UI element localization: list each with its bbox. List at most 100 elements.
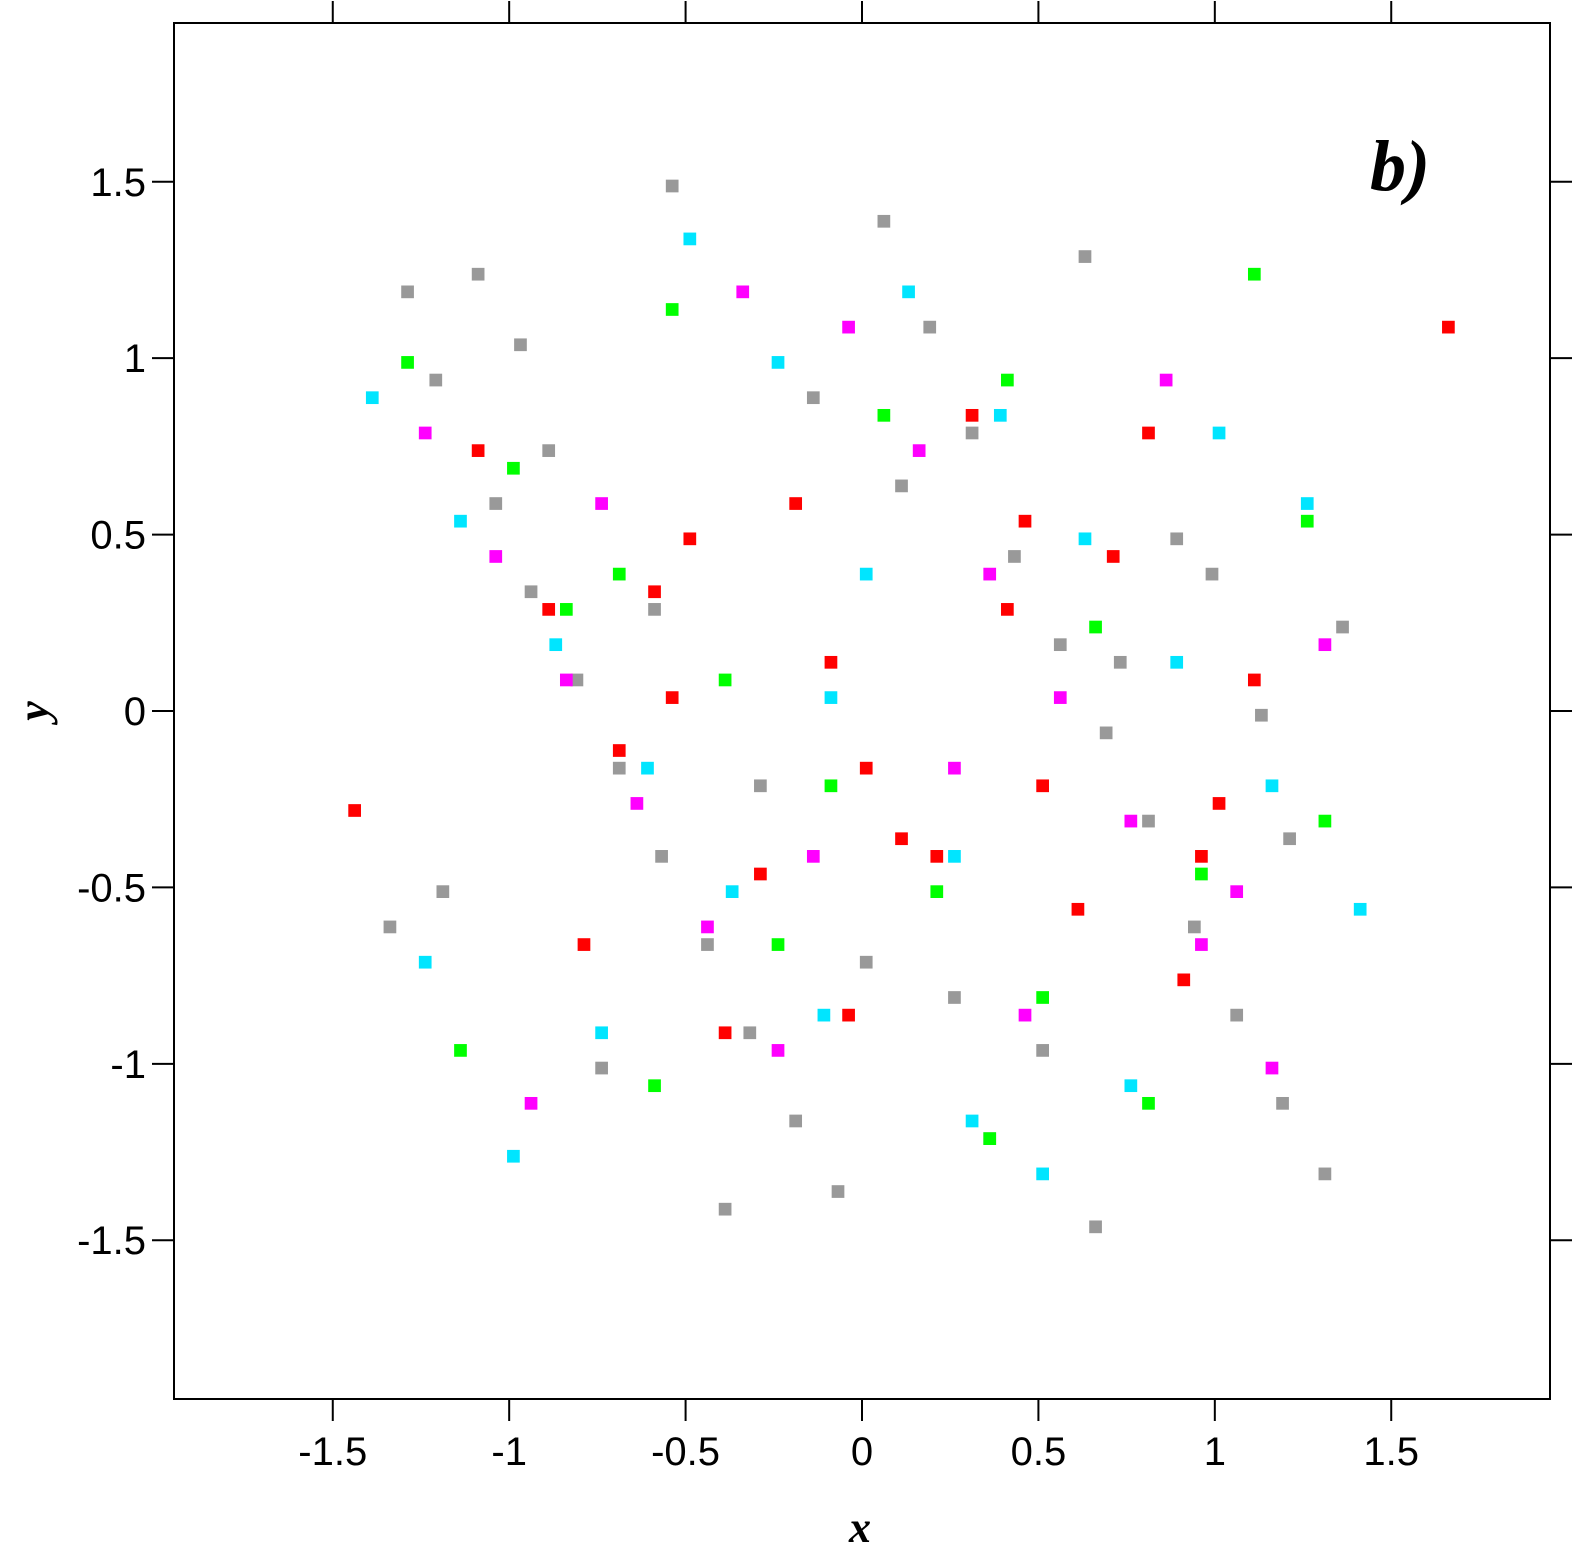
data-point — [1053, 691, 1067, 704]
data-point — [1078, 532, 1092, 546]
panel-label: b) — [1370, 126, 1430, 206]
data-point — [895, 832, 908, 846]
data-point — [859, 567, 873, 581]
data-point — [418, 426, 432, 440]
y-tick-label: 1.5 — [90, 161, 146, 205]
data-point — [1265, 779, 1279, 793]
data-point — [1300, 514, 1314, 528]
data-point — [1124, 1079, 1138, 1093]
data-point — [817, 1008, 831, 1022]
y-tick-label: 0 — [124, 690, 146, 734]
data-point — [1078, 250, 1092, 263]
data-point — [965, 408, 979, 422]
data-point — [743, 1026, 757, 1040]
data-point — [1053, 638, 1067, 652]
data-point — [418, 955, 432, 969]
data-point — [831, 1185, 845, 1198]
data-point — [1036, 1044, 1049, 1057]
data-point — [948, 850, 961, 863]
data-point — [549, 638, 563, 652]
data-point — [1036, 1167, 1049, 1181]
data-point — [789, 497, 803, 510]
data-point — [648, 1079, 661, 1093]
data-point — [877, 214, 891, 228]
data-point — [1089, 1220, 1102, 1234]
data-point — [736, 285, 750, 299]
data-point — [454, 1044, 467, 1057]
data-point — [489, 550, 503, 563]
data-point — [1099, 726, 1113, 740]
x-tick-label: -1 — [491, 1430, 527, 1474]
data-point — [559, 673, 573, 687]
data-point — [454, 514, 467, 528]
data-point — [1001, 603, 1014, 616]
data-point — [1283, 832, 1296, 846]
data-point — [1336, 620, 1349, 634]
data-point — [436, 885, 450, 898]
data-point — [489, 497, 503, 510]
data-point — [701, 938, 714, 951]
data-point — [1188, 920, 1201, 934]
data-point — [789, 1114, 803, 1128]
x-tick-label: -1.5 — [298, 1430, 367, 1474]
data-point — [1089, 620, 1102, 634]
data-point — [612, 744, 626, 757]
data-point — [912, 444, 926, 457]
data-point — [718, 1202, 732, 1216]
data-point — [1353, 902, 1367, 916]
data-point — [683, 232, 697, 246]
data-point — [1071, 902, 1085, 916]
data-point — [718, 673, 732, 687]
data-point — [514, 338, 527, 352]
data-point — [1036, 779, 1049, 793]
data-point — [895, 479, 908, 493]
data-point — [595, 497, 608, 510]
data-point — [1159, 373, 1173, 387]
points-layer — [348, 179, 1455, 1234]
data-point — [718, 1026, 732, 1040]
data-point — [1247, 673, 1261, 687]
data-point — [1018, 514, 1032, 528]
data-point — [570, 673, 584, 687]
data-point — [524, 1096, 538, 1110]
data-point — [665, 179, 679, 193]
data-point — [1142, 814, 1155, 828]
data-point — [859, 955, 873, 969]
data-point — [1008, 550, 1021, 563]
data-point — [1124, 814, 1138, 828]
data-point — [1276, 1096, 1289, 1110]
data-point — [648, 603, 661, 616]
data-point — [559, 603, 573, 616]
data-point — [771, 1044, 785, 1057]
data-point — [1195, 867, 1208, 881]
data-point — [1300, 497, 1314, 510]
data-point — [665, 691, 679, 704]
y-axis-title: y — [9, 701, 58, 726]
data-point — [1212, 426, 1226, 440]
data-point — [641, 761, 654, 775]
data-point — [1177, 973, 1191, 987]
data-point — [824, 691, 838, 704]
data-point — [524, 585, 538, 599]
data-point — [806, 391, 820, 405]
data-point — [1318, 1167, 1332, 1181]
data-point — [542, 603, 556, 616]
x-tick-label: 1.5 — [1363, 1430, 1419, 1474]
data-point — [930, 885, 944, 898]
data-point — [754, 867, 767, 881]
y-tick-label: -1.5 — [77, 1219, 146, 1263]
data-point — [930, 850, 944, 863]
data-point — [965, 1114, 979, 1128]
data-point — [948, 991, 961, 1004]
data-point — [429, 373, 443, 387]
data-point — [1212, 797, 1226, 810]
data-point — [1230, 885, 1244, 898]
data-point — [683, 532, 697, 546]
data-point — [630, 797, 644, 810]
data-point — [1142, 426, 1155, 440]
data-point — [983, 567, 997, 581]
ticks-layer — [152, 1, 1572, 1421]
x-axis-title: x — [848, 1503, 871, 1552]
